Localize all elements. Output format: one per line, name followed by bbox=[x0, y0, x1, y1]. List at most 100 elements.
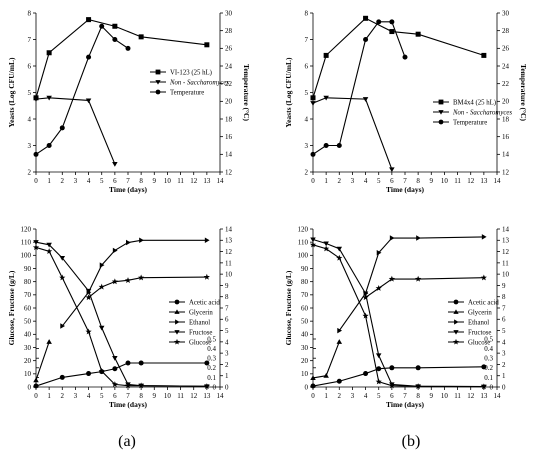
series-line bbox=[35, 25, 129, 155]
y-tick-label-left: 6 bbox=[305, 62, 309, 70]
data-point bbox=[363, 371, 369, 377]
x-tick-label: 5 bbox=[100, 177, 104, 185]
data-point bbox=[376, 19, 382, 25]
x-axis-title: Time (days) bbox=[109, 400, 147, 409]
y-tick-label-inner-acetic: 0.4 bbox=[207, 345, 216, 353]
series-glycerin bbox=[310, 339, 343, 380]
x-tick-label: 11 bbox=[454, 392, 461, 400]
y-tick-label-left: 70 bbox=[301, 291, 309, 299]
x-tick-label: 7 bbox=[403, 177, 407, 185]
x-tick-label: 2 bbox=[61, 392, 65, 400]
data-point bbox=[126, 239, 131, 246]
y-tick-label-right-ethanol: 6 bbox=[502, 316, 506, 324]
y-tick-label-right-ethanol: 11 bbox=[225, 259, 232, 267]
data-point bbox=[375, 285, 382, 291]
data-point bbox=[204, 42, 210, 48]
x-tick-label: 4 bbox=[364, 177, 368, 185]
legend-label: Glycerin bbox=[189, 309, 213, 316]
data-point bbox=[323, 143, 329, 148]
y-tick-label-left: 20 bbox=[301, 357, 309, 365]
y-tick-label-right: 22 bbox=[502, 80, 510, 88]
y-tick-label-left: 70 bbox=[24, 291, 32, 299]
y-tick-label-right-ethanol: 7 bbox=[502, 304, 506, 312]
y-tick-label-right-ethanol: 0 bbox=[225, 383, 229, 391]
data-point bbox=[98, 325, 105, 331]
series-glucose bbox=[309, 241, 487, 390]
data-point bbox=[323, 52, 329, 58]
y-tick-label-right-ethanol: 12 bbox=[502, 248, 510, 256]
data-point bbox=[204, 360, 210, 366]
data-point bbox=[46, 143, 52, 148]
y-tick-label-left: 40 bbox=[24, 331, 32, 339]
data-point bbox=[336, 143, 342, 148]
x-tick-label: 1 bbox=[47, 177, 51, 185]
series-line bbox=[61, 239, 207, 327]
y-tick-label-right: 26 bbox=[225, 45, 233, 53]
x-tick-label: 7 bbox=[126, 177, 130, 185]
legend-label: Acetic acid bbox=[468, 299, 499, 306]
y-tick-label-right: 24 bbox=[225, 62, 233, 70]
x-tick-label: 10 bbox=[441, 177, 449, 185]
y-tick-label-left: 3 bbox=[28, 142, 32, 150]
legend-marker bbox=[453, 299, 459, 305]
series-vi-123-25-hl- bbox=[33, 17, 210, 101]
data-point bbox=[111, 278, 118, 285]
panel-label-b: (b) bbox=[402, 433, 421, 450]
data-point bbox=[362, 312, 369, 319]
data-point bbox=[125, 45, 131, 51]
y-tick-label-right-ethanol: 13 bbox=[225, 237, 233, 245]
x-tick-label: 10 bbox=[441, 392, 449, 400]
data-point bbox=[415, 275, 422, 282]
data-point bbox=[85, 328, 92, 335]
data-point bbox=[139, 237, 144, 244]
chart-b-bottom: 0 1 2 3 4 5 6 7 8 9 10 11 12 13 1401020304050607080901… bbox=[284, 225, 510, 409]
y-tick-label-right: 30 bbox=[225, 9, 233, 17]
y-tick-label-left: 4 bbox=[28, 115, 32, 123]
y-tick-label-inner-acetic: 0.5 bbox=[484, 335, 493, 343]
y-tick-label-left: 100 bbox=[21, 252, 32, 260]
y-tick-label-right: 18 bbox=[502, 115, 510, 123]
legend-label: VI-123 (25 hL) bbox=[170, 69, 212, 76]
legend-marker bbox=[174, 330, 180, 335]
y-tick-label-left: 30 bbox=[301, 344, 309, 352]
x-tick-label: 11 bbox=[454, 177, 461, 185]
y-tick-label-inner-acetic: 0 bbox=[213, 383, 217, 391]
y-tick-label-right-ethanol: 5 bbox=[225, 327, 229, 335]
data-point bbox=[60, 323, 66, 329]
y-tick-label-left: 110 bbox=[298, 239, 309, 247]
data-point bbox=[389, 167, 395, 173]
y-tick-label-right: 24 bbox=[502, 62, 510, 70]
series-unlabeled bbox=[362, 274, 487, 301]
series-line bbox=[35, 362, 207, 387]
data-point bbox=[481, 52, 487, 58]
data-point bbox=[99, 23, 105, 29]
series-line bbox=[338, 236, 484, 331]
data-point bbox=[46, 242, 52, 248]
y-tick-label-right-ethanol: 14 bbox=[502, 225, 510, 233]
x-tick-label: 7 bbox=[403, 392, 407, 400]
data-point bbox=[138, 382, 145, 389]
x-tick-label: 8 bbox=[139, 392, 143, 400]
y-tick-label-right-ethanol: 9 bbox=[502, 282, 506, 290]
series-line bbox=[35, 341, 50, 381]
data-point bbox=[323, 241, 329, 247]
legend-marker bbox=[454, 319, 459, 325]
x-tick-label: 12 bbox=[467, 392, 475, 400]
y-axis-title-left: Glucose, Fructose (g/L) bbox=[284, 270, 293, 345]
y-tick-label-left: 100 bbox=[298, 252, 309, 260]
data-point bbox=[309, 241, 317, 248]
legend-marker bbox=[175, 319, 180, 325]
y-tick-label-inner-acetic: 0.1 bbox=[207, 374, 216, 382]
x-tick-label: 6 bbox=[390, 177, 394, 185]
data-point bbox=[376, 366, 382, 372]
x-axis-title: Time (days) bbox=[386, 400, 424, 409]
data-point bbox=[415, 365, 421, 371]
data-point bbox=[362, 97, 369, 102]
y-tick-label-right-ethanol: 9 bbox=[225, 282, 229, 290]
data-point bbox=[32, 244, 40, 251]
data-point bbox=[86, 17, 92, 23]
x-tick-label: 2 bbox=[338, 392, 342, 400]
y-tick-label-inner-acetic: 0.2 bbox=[484, 364, 493, 372]
data-point bbox=[112, 247, 118, 254]
data-point bbox=[323, 372, 329, 378]
